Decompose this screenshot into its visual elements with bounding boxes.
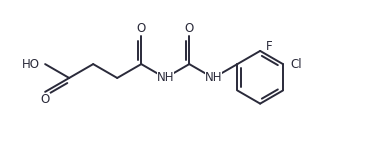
Text: O: O: [137, 22, 146, 35]
Text: NH: NH: [204, 71, 222, 84]
Text: O: O: [40, 93, 50, 106]
Text: Cl: Cl: [290, 58, 301, 71]
Text: O: O: [185, 22, 194, 35]
Text: F: F: [266, 40, 273, 53]
Text: NH: NH: [156, 71, 174, 84]
Text: HO: HO: [22, 58, 40, 71]
